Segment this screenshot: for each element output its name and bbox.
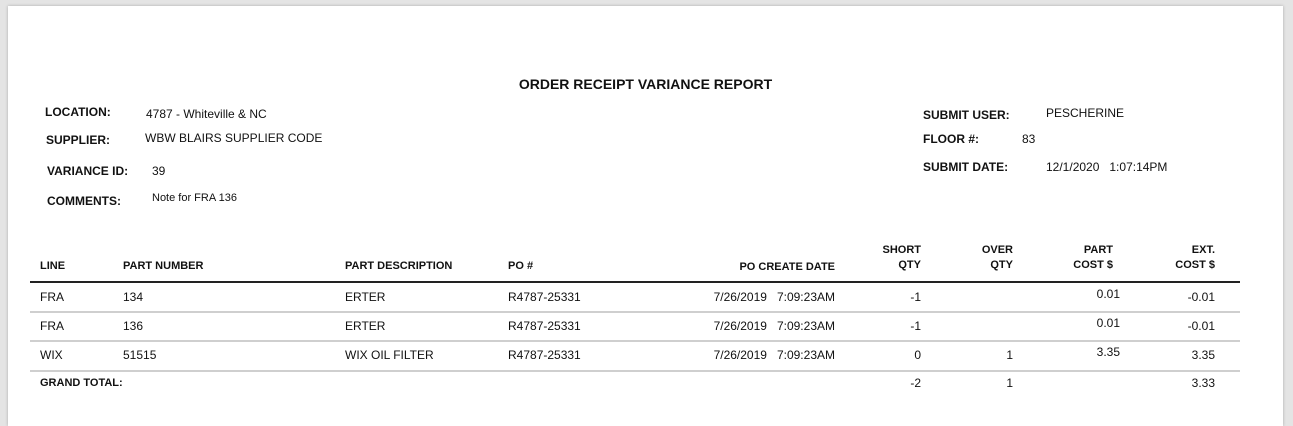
- location-label: LOCATION:: [45, 105, 111, 119]
- header-part-number: PART NUMBER: [123, 260, 204, 272]
- submit-user-value: PESCHERINE: [1046, 106, 1125, 120]
- cell-po: R4787-25331: [508, 319, 581, 333]
- header-over-qty-line1: OVER: [981, 244, 1013, 256]
- supplier-value: WBW BLAIRS SUPPLIER CODE: [145, 131, 323, 145]
- cell-po: R4787-25331: [508, 348, 581, 362]
- header-short-qty-line1: SHORT: [882, 244, 922, 256]
- report-page: ORDER RECEIPT VARIANCE REPORT LOCATION: …: [8, 6, 1283, 426]
- header-part-description: PART DESCRIPTION: [345, 260, 453, 272]
- header-short-qty-line2: QTY: [898, 259, 921, 271]
- cell-line: WIX: [40, 348, 63, 362]
- header-short-qty: SHORT QTY: [821, 243, 922, 273]
- cell-po-create-date: 7/26/2019 7:09:23AM: [713, 319, 835, 333]
- cell-ext-cost: -0.01: [1187, 319, 1215, 333]
- grand-total-short-qty: -2: [910, 376, 921, 390]
- header-divider: [30, 281, 1240, 283]
- variance-id-label: VARIANCE ID:: [47, 164, 129, 178]
- report-title: ORDER RECEIPT VARIANCE REPORT: [518, 76, 773, 92]
- cell-part-cost: 0.01: [1096, 316, 1120, 330]
- cell-over-qty: 1: [1006, 348, 1013, 362]
- cell-ext-cost: -0.01: [1187, 290, 1215, 304]
- row-divider: [30, 340, 1240, 342]
- cell-part-description: WIX OIL FILTER: [345, 348, 434, 362]
- header-over-qty-line2: QTY: [990, 259, 1013, 271]
- cell-short-qty: -1: [910, 319, 921, 333]
- cell-part-number: 51515: [123, 348, 157, 362]
- comments-value: Note for FRA 136: [152, 192, 237, 204]
- header-po: PO #: [508, 260, 534, 272]
- header-ext-cost: EXT. COST $: [1115, 243, 1215, 273]
- cell-po-create-date: 7/26/2019 7:09:23AM: [713, 348, 835, 362]
- cell-part-number: 134: [123, 290, 144, 304]
- header-line: LINE: [40, 260, 66, 272]
- submit-user-label: SUBMIT USER:: [923, 108, 1010, 122]
- cell-short-qty: -1: [910, 290, 921, 304]
- comments-label: COMMENTS:: [47, 194, 121, 208]
- location-value: 4787 - Whiteville & NC: [146, 107, 267, 121]
- header-over-qty: OVER QTY: [913, 243, 1013, 273]
- floor-label: FLOOR #:: [923, 132, 979, 146]
- cell-short-qty: 0: [914, 348, 921, 362]
- cell-part-cost: 0.01: [1096, 287, 1120, 301]
- cell-po: R4787-25331: [508, 290, 581, 304]
- row-divider: [30, 311, 1240, 313]
- floor-value: 83: [1022, 132, 1036, 146]
- row-divider: [30, 370, 1240, 372]
- submit-date-value: 12/1/2020 1:07:14PM: [1046, 160, 1168, 174]
- cell-part-description: ERTER: [345, 319, 386, 333]
- variance-id-value: 39: [152, 164, 166, 178]
- supplier-label: SUPPLIER:: [46, 133, 111, 147]
- grand-total-label: GRAND TOTAL:: [40, 377, 123, 389]
- cell-part-cost: 3.35: [1096, 345, 1120, 359]
- cell-line: FRA: [40, 319, 64, 333]
- grand-total-over-qty: 1: [1006, 376, 1013, 390]
- header-ext-cost-line2: COST $: [1175, 259, 1215, 271]
- cell-part-number: 136: [123, 319, 144, 333]
- header-po-create-date: PO CREATE DATE: [739, 261, 835, 273]
- submit-date-label: SUBMIT DATE:: [923, 160, 1009, 174]
- header-part-cost: PART COST $: [1013, 243, 1113, 273]
- header-part-cost-line2: COST $: [1073, 259, 1113, 271]
- header-ext-cost-line1: EXT.: [1191, 244, 1215, 256]
- cell-line: FRA: [40, 290, 64, 304]
- cell-part-description: ERTER: [345, 290, 386, 304]
- header-part-cost-line1: PART: [1083, 244, 1113, 256]
- cell-ext-cost: 3.35: [1191, 348, 1215, 362]
- cell-po-create-date: 7/26/2019 7:09:23AM: [713, 290, 835, 304]
- grand-total-ext-cost: 3.33: [1191, 376, 1215, 390]
